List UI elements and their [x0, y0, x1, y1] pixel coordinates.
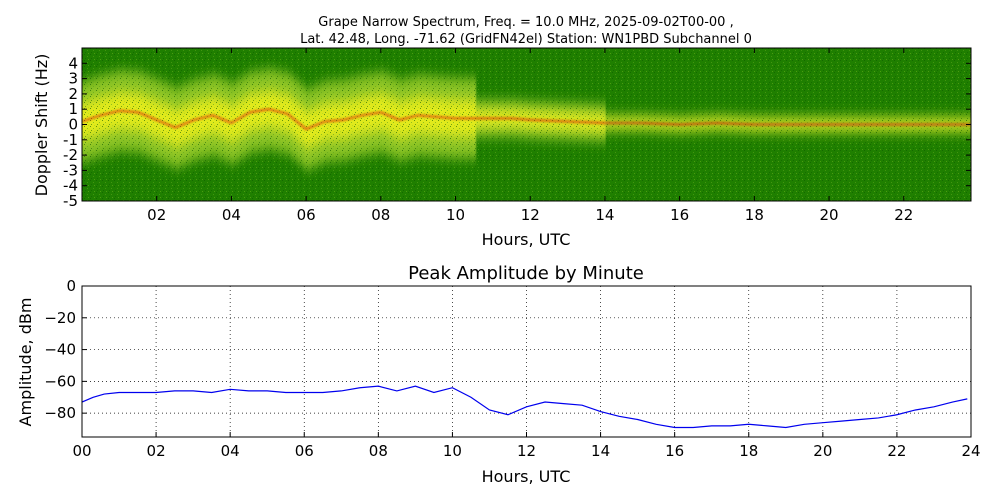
amplitude-plot-area [82, 286, 971, 437]
spectrogram-x-tick-label: 12 [521, 206, 540, 224]
spectrogram-x-label: Hours, UTC [482, 230, 571, 249]
amplitude-series-line [82, 385, 968, 429]
doppler-trace [82, 108, 971, 130]
spectrum-title-line1: Grape Narrow Spectrum, Freq. = 10.0 MHz,… [318, 15, 733, 30]
spectrogram-x-tick-label: 10 [446, 206, 465, 224]
spectrogram-x-tick-label: 22 [894, 206, 913, 224]
spectrum-title-line2: Lat. 42.48, Long. -71.62 (GridFN42el) St… [300, 32, 752, 47]
spectrogram-y-tick-label: 0 [68, 116, 78, 134]
amplitude-x-tick-label: 12 [517, 442, 536, 460]
spectrogram-x-tick-label: 08 [371, 206, 390, 224]
amplitude-x-tick-label: 20 [813, 442, 832, 460]
amplitude-x-label: Hours, UTC [482, 467, 571, 486]
spectrogram-x-ticks: 02 04 06 08 10 12 14 16 18 20 22 [147, 48, 913, 224]
spectrogram-x-tick-label: 02 [147, 206, 166, 224]
amplitude-y-tick-label: 0 [66, 277, 76, 295]
amplitude-x-tick-label: 10 [443, 442, 462, 460]
amplitude-x-ticks: 00 02 04 06 08 10 12 14 16 18 20 22 24 [72, 432, 981, 460]
spectrogram-y-tick-label: -2 [63, 146, 78, 164]
amplitude-x-tick-label: 00 [72, 442, 91, 460]
spectrogram-y-tick-label: 2 [68, 85, 78, 103]
spectrogram-y-label: Doppler Shift (Hz) [32, 54, 51, 197]
amplitude-x-tick-label: 08 [369, 442, 388, 460]
spectrogram-x-tick-label: 14 [595, 206, 614, 224]
spectrogram-y-tick-label: 1 [68, 100, 78, 118]
amplitude-y-tick-label: −60 [44, 372, 76, 390]
spectrogram-x-tick-label: 20 [820, 206, 839, 224]
spectrogram-x-tick-label: 06 [297, 206, 316, 224]
amplitude-x-tick-label: 14 [591, 442, 610, 460]
amplitude-x-tick-label: 04 [221, 442, 240, 460]
amplitude-y-tick-label: −20 [44, 309, 76, 327]
spectrogram-x-tick-label: 04 [222, 206, 241, 224]
amplitude-x-tick-label: 18 [739, 442, 758, 460]
amplitude-x-tick-label: 16 [665, 442, 684, 460]
amplitude-y-ticks: 0 −20 −40 −60 −80 [44, 277, 87, 422]
amplitude-y-label: Amplitude, dBm [16, 298, 35, 427]
spectrogram-y-tick-label: -1 [63, 131, 78, 149]
amplitude-plot: 00 02 04 06 08 10 12 14 16 18 20 22 24 0 −20 −40 −60 −80 [44, 277, 980, 460]
amplitude-x-tick-label: 24 [961, 442, 980, 460]
spectrogram-x-tick-label: 16 [670, 206, 689, 224]
spectrogram-x-tick-label: 18 [745, 206, 764, 224]
amplitude-y-tick-label: −80 [44, 404, 76, 422]
amplitude-title: Peak Amplitude by Minute [408, 263, 644, 284]
amplitude-x-tick-label: 06 [295, 442, 314, 460]
amplitude-x-tick-label: 22 [887, 442, 906, 460]
spectrogram-y-tick-label: 4 [68, 54, 78, 72]
amplitude-x-tick-label: 02 [147, 442, 166, 460]
amplitude-y-tick-label: −40 [44, 341, 76, 359]
spectrogram-y-tick-label: -5 [63, 192, 78, 210]
spectrogram-y-tick-label: -3 [63, 161, 78, 179]
spectrogram-y-tick-label: -4 [63, 177, 78, 195]
spectrogram-y-tick-label: 3 [68, 70, 78, 88]
